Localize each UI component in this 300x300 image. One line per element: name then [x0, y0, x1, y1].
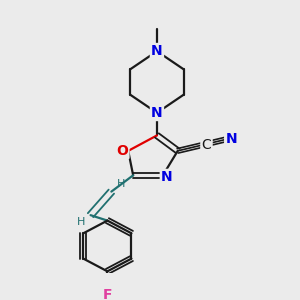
- Text: N: N: [151, 44, 163, 58]
- Text: H: H: [117, 179, 125, 189]
- Text: N: N: [151, 106, 163, 120]
- Text: O: O: [116, 144, 128, 158]
- Text: H: H: [76, 218, 85, 227]
- Text: F: F: [103, 288, 112, 300]
- Text: N: N: [225, 132, 237, 146]
- Text: C: C: [202, 137, 211, 152]
- Text: N: N: [161, 170, 173, 184]
